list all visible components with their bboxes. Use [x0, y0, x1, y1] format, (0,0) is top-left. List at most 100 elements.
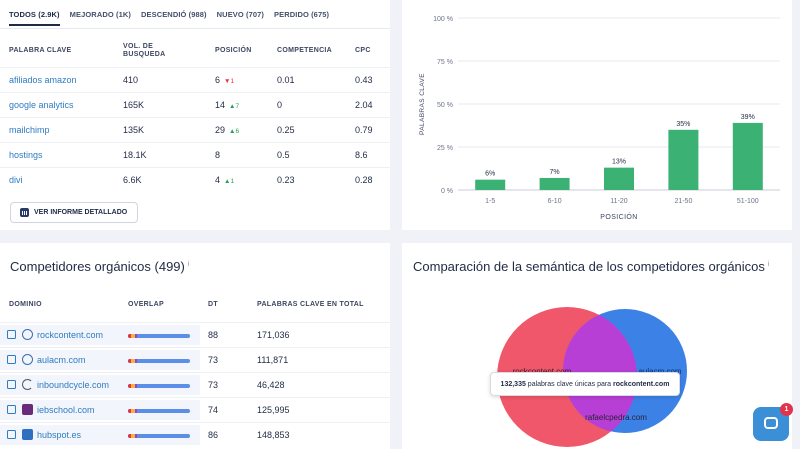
venn-title-text: Comparación de la semántica de los compe… [413, 259, 765, 274]
row-highlight [0, 325, 200, 345]
position-value: 8 [215, 150, 220, 160]
overlap-segment-purple [134, 434, 138, 438]
tab-todos[interactable]: TODOS (2.9K) [9, 10, 60, 26]
y-tick-label: 25 % [437, 145, 453, 152]
volume-value: 18.1K [123, 150, 147, 160]
venn-title: Comparación de la semántica de los compe… [413, 259, 769, 274]
row-highlight [0, 375, 200, 395]
dt-value: 73 [208, 355, 219, 365]
cpc-value: 8.6 [355, 150, 368, 160]
keyword-link[interactable]: divi [9, 175, 23, 185]
data-label: 6% [485, 171, 495, 178]
keyword-link[interactable]: hostings [9, 150, 43, 160]
bar [668, 129, 699, 190]
table-row: mailchimp 135K 29 ▲6 0.25 0.79 [0, 117, 390, 142]
trend-up-icon: ▲1 [224, 178, 235, 185]
semantic-comparison-card: Comparación de la semántica de los compe… [402, 243, 792, 449]
overlap-segment-purple [134, 384, 138, 388]
overlap-segment-yellow [130, 409, 135, 413]
overlap-segment-yellow [130, 434, 135, 438]
keywords-total-value: 171,036 [257, 330, 290, 340]
competition-value: 0.25 [277, 125, 295, 135]
domain-link[interactable]: hubspot.es [37, 430, 82, 440]
competitors-card: Competidores orgánicos (499) i DOMINIO OV… [0, 243, 390, 449]
domain-link[interactable]: aulacm.com [37, 355, 86, 365]
col-dt[interactable]: DT [208, 301, 218, 308]
position-chart-card: 0 % 25 % 50 % 75 % 100 % 6% 1-5 7% 6-10 13% 11-20 3… [402, 0, 792, 230]
keyword-link[interactable]: mailchimp [9, 125, 50, 135]
tab-descendio[interactable]: DESCENDIÓ (988) [140, 10, 207, 19]
row-highlight [0, 425, 200, 445]
col-overlap[interactable]: OVERLAP [128, 301, 164, 308]
col-volume[interactable]: VOL. DE BUSQUEDA [123, 43, 166, 58]
overlap-segment-red [128, 434, 131, 438]
competition-value: 0.01 [277, 75, 295, 85]
trend-up-icon: ▲6 [229, 128, 240, 135]
x-tick-label: 21-50 [674, 198, 692, 205]
x-tick-label: 1-5 [485, 198, 495, 205]
col-domain[interactable]: DOMINIO [9, 301, 42, 308]
external-link-icon[interactable] [7, 330, 16, 339]
report-button[interactable]: VER INFORME DETALLADO [10, 202, 139, 223]
dt-value: 73 [208, 380, 219, 390]
position-number: 8 [215, 150, 221, 160]
domain-link[interactable]: rockcontent.com [37, 330, 104, 340]
report-button-label: VER INFORME DETALLADO [34, 209, 128, 216]
dt-value: 74 [208, 405, 219, 415]
domain-link[interactable]: inboundcycle.com [37, 380, 110, 390]
tooltip-count: 132,335 [500, 380, 526, 388]
col-cpc[interactable]: CPC [355, 47, 371, 54]
table-row: inboundcycle.com 73 46,428 [0, 372, 390, 397]
x-axis-label: POSICIÓN [600, 212, 637, 221]
tab-mejorado[interactable]: MEJORADO (1K) [69, 10, 131, 19]
keyword-link[interactable]: afiliados amazon [9, 75, 77, 85]
position-number: 6 [215, 75, 221, 85]
dt-value: 86 [208, 430, 219, 440]
y-tick-label: 100 % [433, 16, 453, 23]
bar [732, 122, 763, 190]
cpc-value: 0.43 [355, 75, 373, 85]
y-axis-label: PALABRAS CLAVE [419, 73, 426, 135]
keywords-card: TODOS (2.9K) MEJORADO (1K) DESCENDIÓ (98… [0, 0, 390, 230]
x-tick-label: 11-20 [610, 198, 627, 205]
external-link-icon[interactable] [7, 380, 16, 389]
hubspot-logo-icon [22, 429, 33, 440]
y-tick-label: 0 % [441, 188, 453, 195]
external-link-icon[interactable] [7, 405, 16, 414]
table-row: iebschool.com 74 125,995 [0, 397, 390, 422]
tab-nuevo[interactable]: NUEVO (707) [216, 10, 265, 19]
overlap-segment-red [128, 384, 131, 388]
table-row: rockcontent.com 88 171,036 [0, 322, 390, 347]
col-position[interactable]: POSICIÓN [215, 47, 252, 54]
external-link-icon[interactable] [7, 355, 16, 364]
position-number: 14 [215, 100, 226, 110]
tab-perdido[interactable]: PERDIDO (675) [274, 10, 330, 19]
venn-info-icon[interactable]: i [767, 260, 770, 268]
col-competition[interactable]: COMPETENCIA [277, 47, 333, 54]
position-value: 29 ▲6 [215, 125, 239, 135]
external-link-icon[interactable] [7, 430, 16, 439]
globe-icon [22, 329, 33, 340]
position-value: 6 ▼1 [215, 75, 234, 85]
keywords-total-value: 46,428 [257, 380, 285, 390]
overlap-segment-yellow [130, 359, 135, 363]
trend-value: 1 [230, 78, 235, 85]
data-label: 7% [550, 169, 560, 176]
col-keywords-total[interactable]: PALABRAS CLAVE EN TOTAL [257, 301, 364, 308]
bar [475, 179, 506, 190]
overlap-segment-purple [134, 409, 138, 413]
col-keyword[interactable]: PALABRA CLAVE [9, 47, 72, 54]
domain-link[interactable]: iebschool.com [37, 405, 95, 415]
info-icon[interactable]: i [187, 260, 190, 268]
competition-value: 0 [277, 100, 283, 110]
row-highlight [0, 350, 200, 370]
table-row: google analytics 165K 14 ▲7 0 2.04 [0, 92, 390, 117]
overlap-segment-red [128, 409, 131, 413]
row-highlight [0, 400, 200, 420]
keywords-total-value: 148,853 [257, 430, 290, 440]
venn-label-b: aulacm.com [638, 367, 681, 376]
keyword-link[interactable]: google analytics [9, 100, 74, 110]
trend-value: 7 [235, 103, 240, 110]
venn-label-a: rockcontent.com [513, 367, 572, 376]
competitors-title-text: Competidores orgánicos (499) [10, 259, 185, 274]
